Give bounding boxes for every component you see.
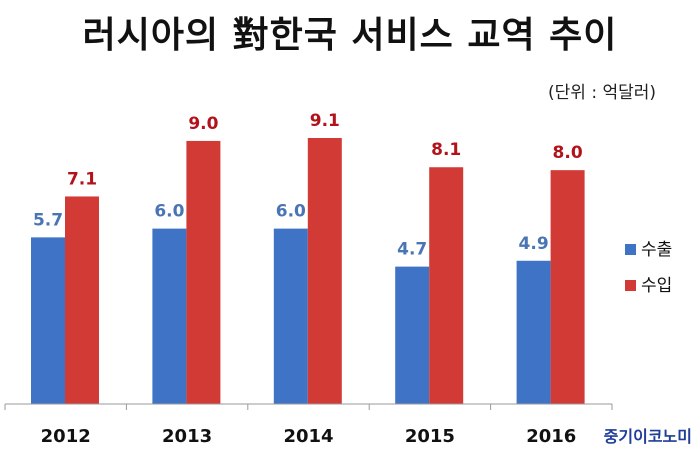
data-label-수입-2012: 7.1 [67, 169, 97, 189]
bar-수출-2013 [152, 228, 187, 404]
bar-수입-2015 [429, 167, 464, 404]
legend-label-수입: 수입 [641, 276, 672, 296]
data-label-수입-2016: 8.0 [553, 143, 583, 163]
unit-label: (단위 : 억달러) [548, 83, 656, 103]
bar-수출-2014 [273, 228, 308, 404]
data-label-수출-2015: 4.7 [397, 240, 427, 260]
publisher-watermark: 중기이코노미 [603, 427, 692, 446]
data-label-수입-2013: 9.0 [188, 114, 218, 134]
data-label-수출-2016: 4.9 [519, 234, 549, 254]
bar-수입-2013 [186, 140, 221, 404]
legend-label-수출: 수출 [641, 240, 672, 260]
legend-swatch-수출 [625, 244, 636, 255]
data-label-수입-2015: 8.1 [431, 140, 461, 160]
bar-수출-2012 [31, 237, 65, 404]
x-tick-label-2013: 2013 [162, 426, 212, 447]
bar-수입-2012 [65, 196, 99, 404]
bar-수출-2015 [395, 266, 430, 404]
data-label-수출-2014: 6.0 [276, 202, 306, 222]
bar-수입-2014 [307, 138, 342, 404]
data-label-수출-2013: 6.0 [154, 202, 184, 222]
data-label-수출-2012: 5.7 [33, 210, 63, 230]
x-tick-label-2016: 2016 [526, 426, 576, 447]
x-tick-label-2015: 2015 [405, 426, 455, 447]
data-label-수입-2014: 9.1 [310, 111, 340, 131]
bar-수입-2016 [550, 170, 585, 404]
x-tick-label-2014: 2014 [283, 426, 333, 447]
legend-swatch-수입 [625, 280, 636, 291]
bar-수출-2016 [516, 260, 551, 404]
x-tick-label-2012: 2012 [41, 426, 91, 447]
chart-title: 러시아의 對한국 서비스 교역 추이 [82, 15, 618, 56]
